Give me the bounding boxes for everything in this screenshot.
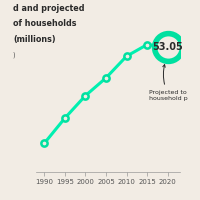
Text: of households: of households: [13, 19, 76, 28]
Text: d and projected: d and projected: [13, 4, 84, 13]
Text: Projected to
household p: Projected to household p: [149, 65, 188, 101]
Text: 53.05: 53.05: [152, 42, 183, 52]
Text: ): ): [13, 52, 16, 58]
Text: (millions): (millions): [13, 35, 56, 44]
